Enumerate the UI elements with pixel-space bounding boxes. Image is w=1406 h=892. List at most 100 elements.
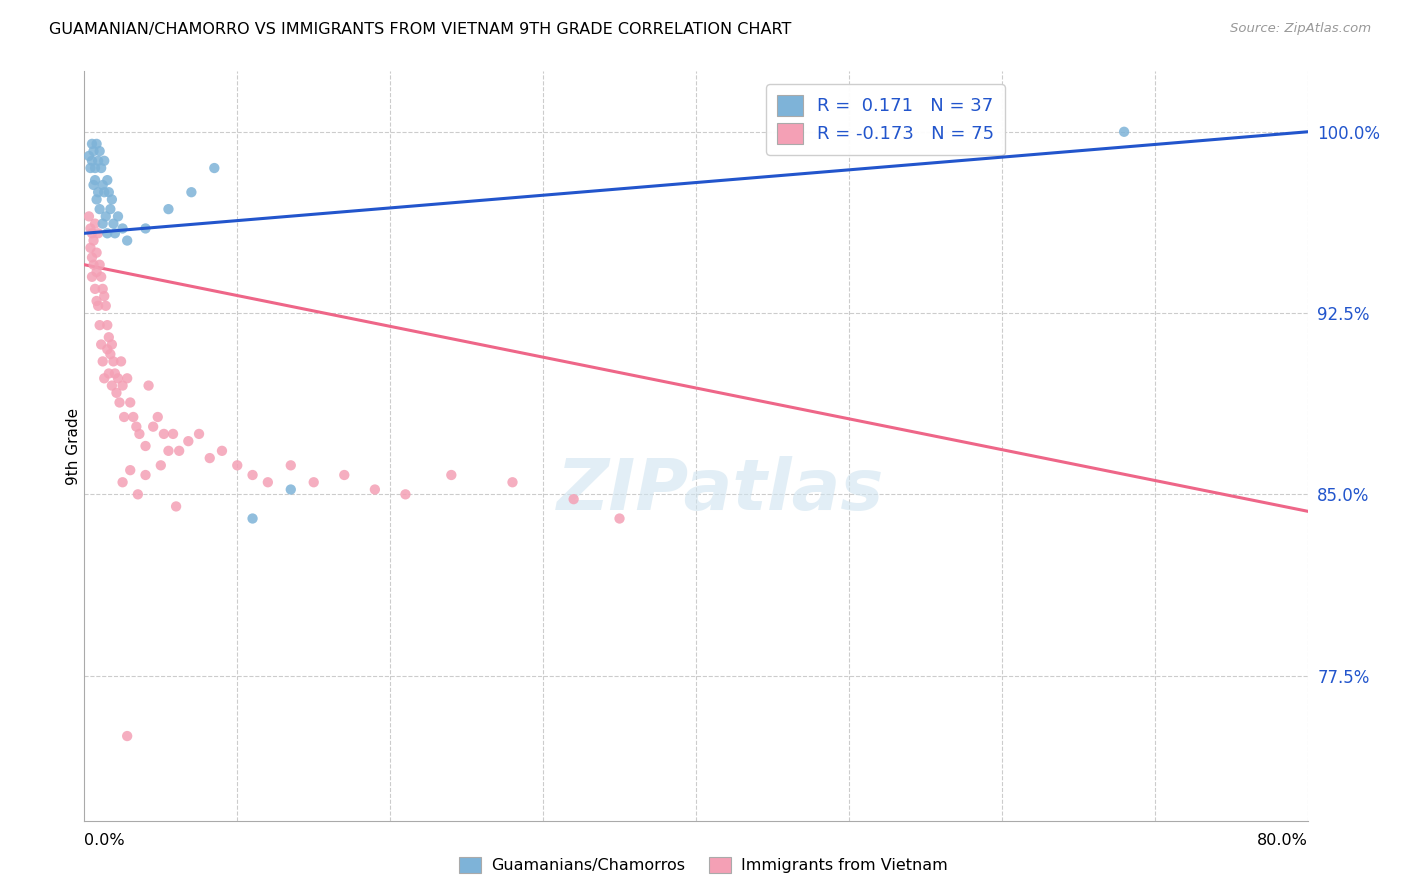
Point — [84, 161, 107, 175]
Point — [89, 258, 111, 272]
Point — [93, 153, 115, 168]
Point — [96, 343, 118, 357]
Point — [107, 210, 129, 224]
Point — [105, 385, 128, 400]
Point — [101, 378, 124, 392]
Point — [149, 458, 172, 473]
Point — [115, 371, 138, 385]
Point — [280, 458, 302, 473]
Point — [91, 282, 114, 296]
Point — [86, 293, 108, 308]
Point — [80, 136, 103, 151]
Point — [84, 173, 107, 187]
Point — [111, 221, 134, 235]
Point — [198, 451, 221, 466]
Point — [142, 419, 165, 434]
Point — [89, 144, 111, 158]
Point — [83, 234, 105, 248]
Point — [79, 241, 101, 255]
Point — [242, 468, 264, 483]
Point — [242, 511, 264, 525]
Point — [93, 371, 115, 385]
Point — [120, 463, 142, 477]
Point — [609, 511, 631, 525]
Point — [135, 468, 157, 483]
Point — [89, 202, 111, 216]
Point — [135, 439, 157, 453]
Point — [80, 251, 103, 265]
Point — [83, 258, 105, 272]
Point — [97, 367, 120, 381]
Point — [83, 144, 105, 158]
Point — [104, 227, 127, 241]
Point — [103, 217, 125, 231]
Point — [94, 210, 117, 224]
Point — [87, 185, 110, 199]
Point — [364, 483, 387, 497]
Point — [80, 153, 103, 168]
Point — [128, 426, 150, 441]
Point — [153, 426, 176, 441]
Text: ZIPatlas: ZIPatlas — [557, 457, 884, 525]
Point — [96, 227, 118, 241]
Point — [87, 153, 110, 168]
Point — [157, 443, 180, 458]
Point — [90, 161, 112, 175]
Point — [96, 173, 118, 187]
Text: GUAMANIAN/CHAMORRO VS IMMIGRANTS FROM VIETNAM 9TH GRADE CORRELATION CHART: GUAMANIAN/CHAMORRO VS IMMIGRANTS FROM VI… — [49, 22, 792, 37]
Point — [257, 475, 280, 490]
Point — [177, 434, 200, 449]
Point — [280, 483, 302, 497]
Point — [111, 475, 134, 490]
Point — [146, 409, 169, 424]
Point — [83, 178, 105, 192]
Text: 0.0%: 0.0% — [84, 833, 125, 847]
Point — [122, 409, 145, 424]
Point — [80, 227, 103, 241]
Point — [440, 468, 463, 483]
Point — [101, 193, 124, 207]
Point — [202, 161, 225, 175]
Point — [89, 318, 111, 333]
Point — [110, 354, 132, 368]
Point — [77, 149, 100, 163]
Point — [86, 136, 108, 151]
Point — [138, 378, 160, 392]
Point — [167, 443, 190, 458]
Point — [87, 227, 110, 241]
Point — [180, 185, 202, 199]
Point — [162, 426, 184, 441]
Point — [211, 443, 233, 458]
Point — [84, 282, 107, 296]
Point — [333, 468, 356, 483]
Point — [86, 245, 108, 260]
Point — [115, 234, 138, 248]
Text: 80.0%: 80.0% — [1257, 833, 1308, 847]
Point — [1114, 125, 1136, 139]
Point — [226, 458, 249, 473]
Text: Source: ZipAtlas.com: Source: ZipAtlas.com — [1230, 22, 1371, 36]
Point — [90, 269, 112, 284]
Point — [97, 330, 120, 344]
Point — [104, 367, 127, 381]
Point — [127, 487, 149, 501]
Point — [93, 185, 115, 199]
Point — [98, 202, 121, 216]
Point — [135, 221, 157, 235]
Point — [98, 347, 121, 361]
Point — [120, 395, 142, 409]
Point — [91, 217, 114, 231]
Point — [91, 178, 114, 192]
Legend: Guamanians/Chamorros, Immigrants from Vietnam: Guamanians/Chamorros, Immigrants from Vi… — [453, 850, 953, 880]
Point — [111, 378, 134, 392]
Point — [80, 269, 103, 284]
Point — [107, 371, 129, 385]
Point — [562, 492, 585, 507]
Point — [125, 419, 148, 434]
Point — [84, 217, 107, 231]
Point — [96, 318, 118, 333]
Point — [112, 409, 135, 424]
Y-axis label: 9th Grade: 9th Grade — [66, 408, 80, 484]
Point — [86, 265, 108, 279]
Point — [87, 299, 110, 313]
